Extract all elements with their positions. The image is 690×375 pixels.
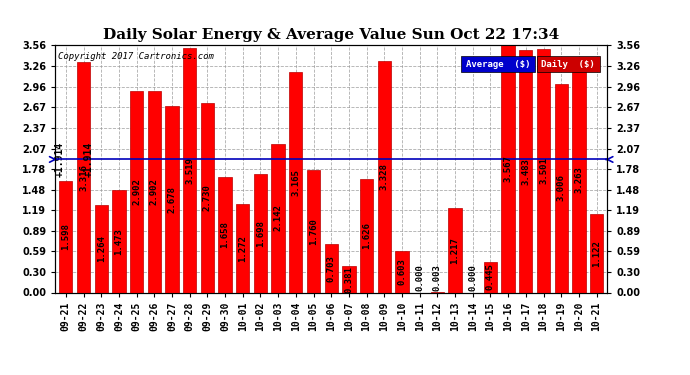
Bar (484, 262, 497, 292)
Bar (166, 106, 179, 292)
Bar (395, 251, 408, 292)
Text: 0.703: 0.703 (326, 255, 336, 282)
Text: 2.142: 2.142 (274, 205, 283, 231)
Text: 1.598: 1.598 (61, 224, 70, 251)
Text: 1.217: 1.217 (451, 237, 460, 264)
Text: +1.914: +1.914 (83, 142, 94, 177)
Bar (148, 91, 161, 292)
Text: 0.000: 0.000 (469, 265, 477, 291)
Bar (590, 214, 603, 292)
Text: 2.902: 2.902 (132, 178, 141, 205)
Bar (377, 61, 391, 292)
Bar (59, 182, 72, 292)
Text: 3.006: 3.006 (557, 175, 566, 201)
Text: 0.603: 0.603 (397, 258, 406, 285)
Text: Daily  ($): Daily ($) (542, 60, 595, 69)
Text: 2.730: 2.730 (203, 184, 212, 211)
Text: 3.165: 3.165 (291, 169, 300, 196)
Bar (254, 174, 267, 292)
Bar (112, 190, 126, 292)
Bar (95, 205, 108, 292)
Bar (219, 177, 232, 292)
Text: 3.263: 3.263 (574, 166, 583, 192)
Text: 3.501: 3.501 (539, 158, 548, 184)
Bar (360, 180, 373, 292)
Text: 3.519: 3.519 (185, 157, 194, 184)
Text: 1.626: 1.626 (362, 222, 371, 249)
Text: 3.483: 3.483 (522, 158, 531, 185)
Bar (324, 244, 338, 292)
Bar (555, 84, 568, 292)
Bar (271, 144, 285, 292)
Text: 0.381: 0.381 (344, 266, 353, 293)
Bar (448, 208, 462, 292)
Bar (307, 170, 320, 292)
Text: 1.760: 1.760 (309, 218, 318, 245)
Bar (130, 91, 144, 292)
Text: 0.445: 0.445 (486, 264, 495, 291)
Bar (201, 103, 214, 292)
Bar (502, 45, 515, 292)
Text: 2.678: 2.678 (168, 186, 177, 213)
Bar (537, 49, 550, 292)
Text: +1.914: +1.914 (55, 142, 65, 177)
Text: 1.272: 1.272 (238, 235, 247, 262)
Bar (342, 266, 355, 292)
Text: Copyright 2017 Cartronics.com: Copyright 2017 Cartronics.com (58, 53, 214, 62)
Text: 1.698: 1.698 (256, 220, 265, 247)
Bar (289, 72, 302, 292)
Text: 3.567: 3.567 (504, 155, 513, 182)
Bar (519, 50, 533, 292)
Title: Daily Solar Energy & Average Value Sun Oct 22 17:34: Daily Solar Energy & Average Value Sun O… (103, 28, 560, 42)
FancyBboxPatch shape (537, 56, 600, 72)
Text: Average  ($): Average ($) (466, 60, 531, 69)
Bar (183, 48, 196, 292)
Text: 2.902: 2.902 (150, 178, 159, 205)
Text: 1.473: 1.473 (115, 228, 124, 255)
Text: 0.000: 0.000 (415, 265, 424, 291)
Text: 1.658: 1.658 (221, 221, 230, 248)
Text: 3.316: 3.316 (79, 164, 88, 190)
FancyBboxPatch shape (461, 56, 535, 72)
Text: 1.122: 1.122 (592, 240, 601, 267)
Bar (572, 66, 586, 292)
Text: 1.264: 1.264 (97, 235, 106, 262)
Bar (77, 62, 90, 292)
Text: 3.328: 3.328 (380, 164, 388, 190)
Text: 0.003: 0.003 (433, 265, 442, 291)
Bar (236, 204, 249, 292)
